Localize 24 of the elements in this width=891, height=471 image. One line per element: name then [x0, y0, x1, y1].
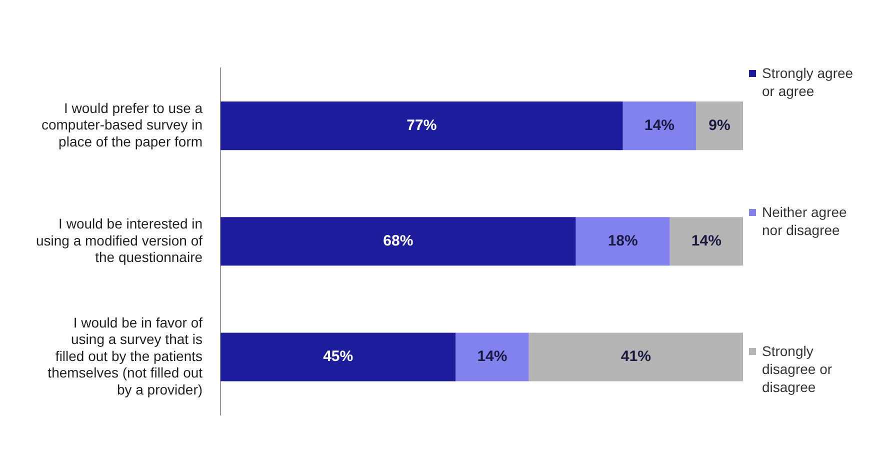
data-label: 18% [608, 232, 638, 250]
data-label: 41% [620, 348, 651, 366]
data-label: 14% [477, 348, 508, 366]
bar [456, 332, 529, 382]
bar [528, 332, 743, 382]
y-tick-label: I would prefer to use a computer-based survey in place of the paper form [41, 100, 203, 150]
bar [622, 102, 696, 150]
data-label: 68% [383, 232, 414, 250]
data-label: 9% [708, 116, 730, 134]
bar [576, 217, 670, 266]
y-tick-label: I would be interested in using a modified version of the questionnaire [36, 215, 203, 266]
data-label: 77% [406, 116, 437, 134]
legend-label: Strongly disagree or disagree [762, 342, 834, 396]
data-label: 14% [691, 232, 722, 250]
bar [220, 332, 456, 382]
legend-label: Neither agree nor disagree [762, 202, 848, 239]
data-label: 45% [323, 348, 354, 366]
bar [696, 102, 743, 150]
bar [220, 217, 576, 266]
bar [220, 102, 623, 150]
data-label: 14% [644, 116, 674, 134]
y-tick-label: I would be in favor of using a survey that is filled out by the patients themselves (not filled out by a provider) [48, 314, 203, 398]
legend-label: Strongly agree or agree [762, 64, 854, 100]
bar [670, 217, 743, 266]
